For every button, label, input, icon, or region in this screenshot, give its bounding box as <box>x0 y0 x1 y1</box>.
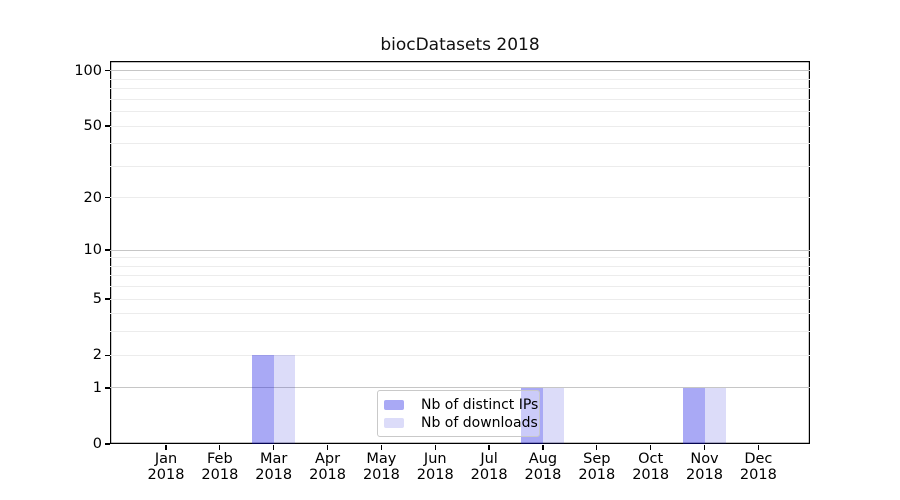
x-tick-label-mar: Mar 2018 <box>255 451 293 483</box>
legend: Nb of distinct IPs Nb of downloads <box>377 390 540 437</box>
x-tick-mark <box>650 445 652 450</box>
x-tick-label-oct: Oct 2018 <box>632 451 670 483</box>
x-tick-mark <box>434 445 436 450</box>
y-tick-label: 20 <box>83 189 102 206</box>
gridline-major <box>110 70 810 72</box>
gridline-layer <box>110 61 810 444</box>
x-tick-mark <box>219 445 221 450</box>
bar-distinct-ips-nov <box>683 387 705 444</box>
gridline-minor <box>110 313 810 315</box>
bar-downloads-aug <box>542 387 565 444</box>
y-tick-mark <box>105 197 110 199</box>
bar-distinct-ips-aug <box>521 387 543 444</box>
x-tick-label-may: May 2018 <box>362 451 400 483</box>
x-tick-label-aug: Aug 2018 <box>524 451 562 483</box>
gridline-minor <box>110 354 810 356</box>
legend-label-downloads: Nb of downloads <box>421 415 538 431</box>
y-tick-mark <box>105 443 110 445</box>
legend-swatch-downloads <box>384 417 404 429</box>
y-tick-mark <box>105 387 110 389</box>
x-tick-mark <box>703 445 706 450</box>
bar-layer <box>110 61 810 444</box>
y-tick-mark <box>105 298 110 300</box>
gridline-minor <box>110 78 810 80</box>
bar-distinct-ips-mar <box>252 355 274 444</box>
legend-row-downloads: Nb of downloads <box>384 414 539 432</box>
gridline-minor <box>110 265 810 267</box>
bar-downloads-nov <box>704 387 726 444</box>
x-tick-label-nov: Nov 2018 <box>686 451 723 483</box>
gridline-minor <box>110 197 810 199</box>
legend-label-distinct-ips: Nb of distinct IPs <box>421 397 539 413</box>
x-tick-mark <box>380 445 383 450</box>
legend-row-distinct-ips: Nb of distinct IPs <box>384 396 539 414</box>
gridline-minor <box>110 286 810 288</box>
y-tick-mark <box>105 70 110 72</box>
chart-title: biocDatasets 2018 <box>380 35 540 55</box>
x-tick-label-feb: Feb 2018 <box>201 451 239 483</box>
x-tick-mark <box>165 445 167 450</box>
y-tick-label: 0 <box>92 435 102 452</box>
gridline-minor <box>110 275 810 277</box>
y-tick-label: 10 <box>83 241 102 258</box>
gridline-major <box>110 249 810 251</box>
y-tick-label: 1 <box>92 379 102 396</box>
gridline-minor <box>110 111 810 113</box>
x-tick-mark <box>488 445 490 450</box>
y-tick-label: 2 <box>92 346 102 363</box>
gridline-minor <box>110 298 810 300</box>
gridline-minor <box>110 143 810 145</box>
gridline-minor <box>110 165 810 167</box>
gridline-minor <box>110 98 810 100</box>
y-tick-label: 50 <box>83 117 102 134</box>
x-tick-label-dec: Dec 2018 <box>739 451 777 483</box>
bar-downloads-mar <box>273 355 296 444</box>
gridline-minor <box>110 331 810 333</box>
x-tick-mark <box>326 445 329 450</box>
x-tick-mark <box>542 445 544 450</box>
y-tick-mark <box>105 249 110 251</box>
x-tick-mark <box>757 445 759 450</box>
x-tick-mark <box>273 445 275 450</box>
plot-area: Nb of distinct IPs Nb of downloads <box>110 61 810 444</box>
y-tick-label: 5 <box>92 290 102 307</box>
gridline-minor <box>110 257 810 259</box>
x-tick-mark <box>596 445 598 450</box>
y-tick-mark <box>105 354 110 356</box>
y-tick-mark <box>105 125 110 127</box>
y-tick-label: 100 <box>74 62 102 79</box>
x-tick-label-apr: Apr 2018 <box>309 451 346 483</box>
legend-swatch-distinct-ips <box>384 399 404 411</box>
x-tick-label-jul: Jul 2018 <box>470 451 508 483</box>
gridline-major <box>110 387 810 389</box>
gridline-minor <box>110 88 810 90</box>
x-tick-label-jun: Jun 2018 <box>416 451 454 483</box>
x-tick-label-jan: Jan 2018 <box>147 451 185 483</box>
gridline-minor <box>110 125 810 127</box>
x-tick-label-sep: Sep 2018 <box>578 451 616 483</box>
